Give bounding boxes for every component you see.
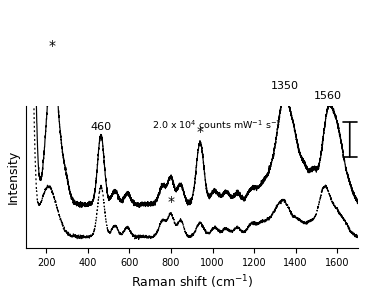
Text: 1350: 1350 xyxy=(271,81,299,91)
Text: *: * xyxy=(168,195,174,209)
Y-axis label: Intensity: Intensity xyxy=(7,150,20,204)
Text: 2.0 x 10$^4$ counts mW$^{-1}$ s$^{-1}$: 2.0 x 10$^4$ counts mW$^{-1}$ s$^{-1}$ xyxy=(152,118,281,131)
Text: 1560: 1560 xyxy=(314,91,342,101)
Text: *: * xyxy=(49,39,56,53)
X-axis label: Raman shift (cm$^{-1}$): Raman shift (cm$^{-1}$) xyxy=(131,274,253,291)
Text: 460: 460 xyxy=(91,122,112,132)
Text: *: * xyxy=(197,125,204,139)
